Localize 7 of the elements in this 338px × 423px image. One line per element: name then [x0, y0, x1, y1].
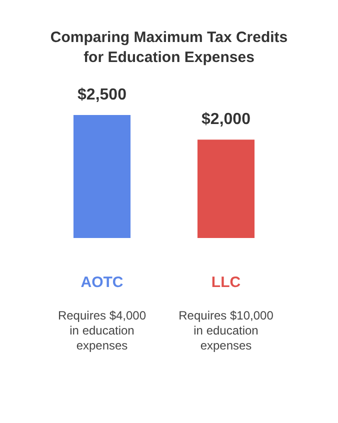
chart-title: Comparing Maximum Tax Credits for Education Expenses	[49, 28, 289, 68]
x-tick-label: LLC	[211, 274, 241, 292]
text: Requires $4,000 in education expenses	[58, 308, 146, 352]
x-tick-label: AOTC	[80, 274, 124, 292]
data-label: $2,500	[78, 86, 127, 104]
text: Requires $10,000 in education expenses	[178, 308, 274, 352]
data-label: $2,000	[202, 111, 251, 128]
